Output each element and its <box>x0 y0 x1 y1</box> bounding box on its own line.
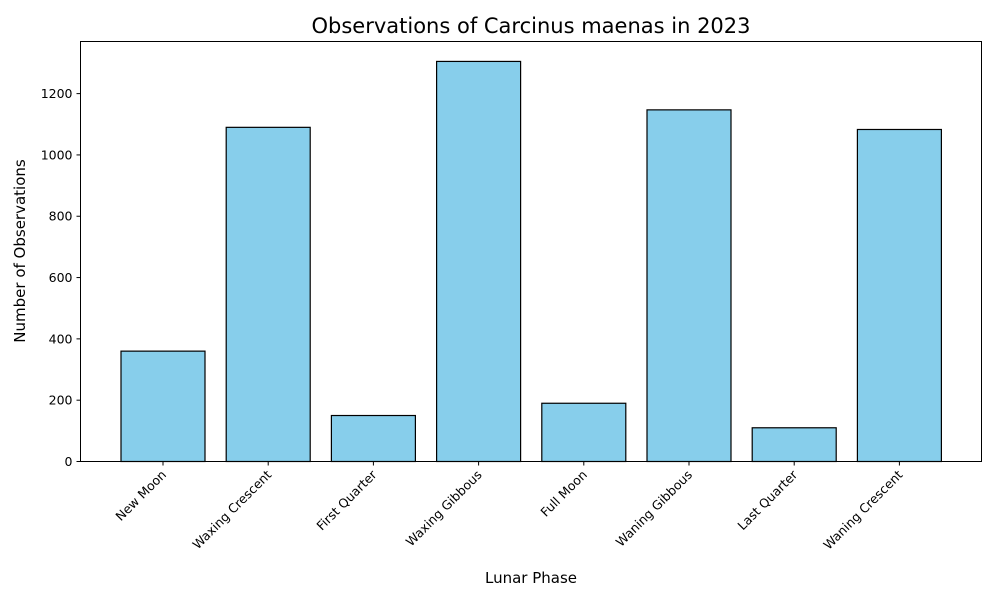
chart-title: Observations of Carcinus maenas in 2023 <box>311 14 750 38</box>
plot-area-frame <box>80 41 982 462</box>
bar <box>436 60 522 463</box>
y-tick-label: 0 <box>65 454 73 469</box>
bar <box>541 402 627 463</box>
y-axis-ticks: 0 200 400 600 800 1000 1200 <box>41 86 81 469</box>
bars-group <box>120 60 943 463</box>
bar <box>330 414 416 463</box>
y-tick-label: 400 <box>49 331 73 346</box>
y-tick-label: 800 <box>49 209 73 224</box>
bar <box>856 128 943 463</box>
y-tick-label: 1200 <box>41 86 73 101</box>
bar <box>225 126 311 463</box>
bar <box>120 350 206 463</box>
x-axis-label: Lunar Phase <box>485 569 577 587</box>
y-axis-label: Number of Observations <box>11 159 29 343</box>
y-tick-label: 600 <box>49 270 73 285</box>
bar <box>646 109 732 463</box>
y-tick-label: 1000 <box>41 147 73 162</box>
y-tick-label: 200 <box>49 393 73 408</box>
bar <box>751 427 837 463</box>
